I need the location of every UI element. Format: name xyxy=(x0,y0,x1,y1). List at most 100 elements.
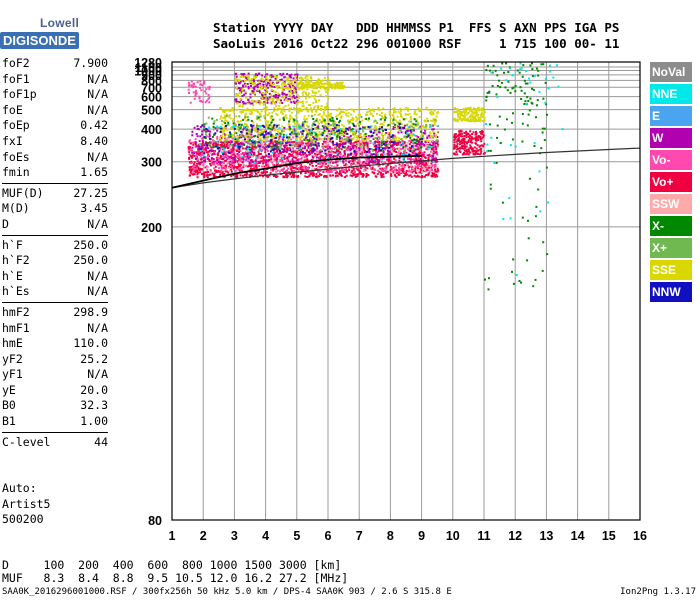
echo-point xyxy=(227,171,230,174)
echo-point xyxy=(297,124,300,127)
echo-point xyxy=(398,165,401,168)
echo-point xyxy=(431,160,433,163)
echo-point xyxy=(302,105,305,108)
echo-point xyxy=(222,130,225,132)
echo-point xyxy=(301,82,304,85)
echo-point xyxy=(341,138,344,141)
echo-point xyxy=(226,113,228,116)
echo-point xyxy=(326,146,329,149)
echo-point xyxy=(330,171,333,173)
echo-point xyxy=(299,145,302,148)
echo-point xyxy=(251,160,253,163)
echo-point xyxy=(190,155,193,158)
echo-point xyxy=(481,130,484,133)
echo-point xyxy=(351,128,354,130)
echo-point xyxy=(250,109,253,112)
echo-point xyxy=(337,143,340,146)
echo-point xyxy=(395,151,398,153)
echo-point xyxy=(258,134,261,137)
echo-point xyxy=(457,109,460,112)
echo-point xyxy=(222,164,225,167)
echo-point xyxy=(418,175,421,178)
echo-point xyxy=(382,143,385,146)
echo-point xyxy=(236,148,239,150)
echo-point xyxy=(196,162,199,165)
echo-point xyxy=(329,153,332,156)
echo-point xyxy=(231,159,234,162)
echo-point xyxy=(195,153,198,156)
echo-point xyxy=(188,166,191,169)
echo-point xyxy=(423,120,426,123)
echo-point xyxy=(432,157,435,160)
echo-point xyxy=(397,153,400,156)
echo-point xyxy=(316,158,319,160)
echo-point xyxy=(241,147,244,150)
echo-point xyxy=(303,152,306,155)
echo-point xyxy=(256,99,259,102)
echo-point xyxy=(228,169,231,172)
echo-point xyxy=(338,172,341,175)
echo-point xyxy=(193,167,196,170)
echo-point xyxy=(242,76,245,79)
echo-point xyxy=(301,88,304,91)
echo-point xyxy=(325,143,327,146)
echo-point xyxy=(372,142,375,145)
echo-point xyxy=(244,79,247,82)
echo-point xyxy=(246,102,249,105)
echo-point xyxy=(227,144,230,147)
echo-point xyxy=(407,126,410,129)
echo-point xyxy=(290,97,293,100)
echo-point xyxy=(219,139,222,142)
echo-point xyxy=(256,115,259,118)
echo-point xyxy=(380,176,383,179)
echo-point xyxy=(233,157,236,160)
echo-point xyxy=(342,125,345,128)
echo-point xyxy=(394,171,397,173)
echo-point xyxy=(313,137,316,140)
echo-point xyxy=(376,137,379,140)
echo-point xyxy=(202,141,204,144)
echo-point xyxy=(326,88,329,91)
echo-point xyxy=(433,109,436,112)
echo-point xyxy=(281,125,284,128)
echo-point xyxy=(376,122,379,124)
echo-point xyxy=(283,92,286,95)
echo-point xyxy=(325,137,328,140)
echo-point xyxy=(431,154,434,157)
echo-point xyxy=(355,139,358,142)
echo-point xyxy=(420,108,423,111)
echo-point xyxy=(376,172,379,175)
echo-point xyxy=(344,171,347,174)
echo-point xyxy=(474,133,477,136)
echo-point xyxy=(213,140,216,143)
echo-point xyxy=(269,115,272,118)
echo-point xyxy=(465,113,468,116)
echo-point xyxy=(309,151,312,154)
echo-point xyxy=(435,173,438,176)
echo-point xyxy=(248,153,251,156)
echo-point xyxy=(373,121,376,123)
echo-point xyxy=(411,139,414,142)
echo-point xyxy=(299,169,302,172)
echo-point xyxy=(402,150,405,153)
echo-point xyxy=(265,159,268,162)
echo-point xyxy=(312,156,314,159)
echo-point xyxy=(370,128,373,131)
echo-point xyxy=(284,144,287,147)
echo-point xyxy=(352,145,355,148)
echo-point xyxy=(251,155,254,158)
echo-point xyxy=(380,111,383,114)
echo-point xyxy=(199,162,202,164)
echo-point xyxy=(200,151,203,154)
echo-point xyxy=(276,109,279,112)
echo-point xyxy=(271,111,274,114)
echo-point xyxy=(315,83,318,86)
echo-point xyxy=(202,158,205,161)
echo-point xyxy=(232,149,235,152)
echo-point xyxy=(430,135,432,137)
echo-point xyxy=(315,101,317,103)
echo-point xyxy=(369,160,372,163)
echo-point xyxy=(350,128,353,131)
echo-point xyxy=(436,167,439,170)
echo-point xyxy=(202,147,205,150)
